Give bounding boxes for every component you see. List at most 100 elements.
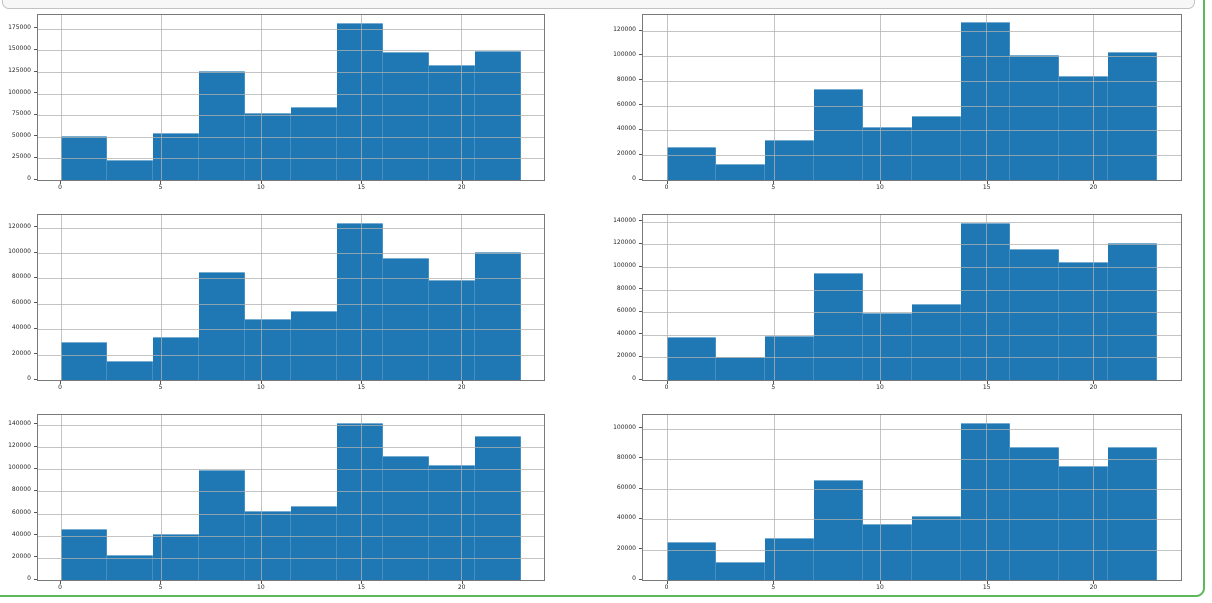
v-gridline [361, 15, 362, 180]
histogram-chart-row3-left: 0 20000 40000 60000 80000 100000 120000 140000 … [4, 414, 545, 595]
y-tick-mark [34, 251, 37, 253]
y-tick-mark [639, 265, 642, 267]
x-tick-label: 0 [58, 384, 62, 391]
histogram-bar [245, 511, 291, 580]
y-tick-label: 100000 [613, 423, 636, 431]
histogram-bar [153, 133, 199, 180]
v-gridline [773, 415, 775, 580]
plot-area [37, 414, 545, 581]
v-gridline [880, 415, 882, 580]
h-gridline [38, 329, 544, 331]
x-tick-label: 15 [982, 584, 991, 591]
x-tick-label: 15 [357, 384, 366, 391]
x-tick-mark [361, 381, 363, 384]
x-tick-label: 20 [1089, 584, 1098, 591]
x-tick-mark [986, 181, 988, 184]
v-gridline [61, 215, 62, 380]
x-tick-label: 0 [664, 584, 669, 591]
y-tick-label: 75000 [11, 110, 31, 118]
plot-area [642, 414, 1182, 581]
y-tick-mark [639, 79, 642, 81]
y-tick-mark [639, 29, 642, 31]
histogram-bar [429, 65, 475, 180]
plot-wrap: 0 5 10 15 20 [37, 414, 545, 595]
y-axis: 0 25000 50000 75000 100000 125000 150000 175000 [4, 14, 37, 182]
y-tick-label: 50000 [11, 131, 31, 139]
x-tick-mark [461, 581, 463, 584]
h-gridline [38, 72, 544, 74]
histogram-bar [716, 163, 766, 180]
histogram-bar [107, 160, 153, 180]
histogram-bar [814, 89, 864, 180]
y-tick-mark [34, 156, 37, 158]
y-tick-mark [639, 333, 642, 335]
y-tick-mark [639, 355, 642, 357]
y-tick-mark [34, 423, 37, 425]
v-gridline [986, 15, 988, 180]
v-gridline [461, 15, 462, 180]
histogram-bar [291, 107, 337, 180]
y-tick-mark [34, 27, 37, 29]
v-gridline [261, 415, 262, 580]
h-gridline [643, 489, 1181, 491]
histogram-bar [1009, 248, 1059, 380]
plot-wrap: 0 5 10 15 20 [642, 14, 1182, 195]
h-gridline [643, 130, 1181, 132]
x-tick-mark [160, 381, 162, 384]
h-gridline [38, 491, 544, 493]
histogram-bar [1107, 52, 1157, 180]
v-gridline [61, 415, 62, 580]
x-axis: 0 5 10 15 20 [37, 581, 545, 595]
v-gridline [773, 15, 775, 180]
h-gridline [38, 93, 544, 95]
v-gridline [1092, 15, 1094, 180]
v-gridline [986, 415, 988, 580]
y-tick-label: 150000 [8, 45, 31, 53]
histogram-bar [1107, 446, 1157, 580]
h-gridline [643, 289, 1181, 291]
x-tick-label: 5 [771, 184, 776, 191]
y-tick-label: 120000 [8, 222, 31, 230]
histogram-bar [383, 258, 429, 380]
x-tick-label: 15 [357, 584, 366, 591]
h-gridline [643, 267, 1181, 268]
histogram-figure-grid: 0 25000 50000 75000 100000 125000 150000 175000… [4, 14, 1182, 595]
x-tick-label: 20 [1089, 384, 1098, 391]
histogram-bar [912, 516, 961, 580]
y-tick-mark [34, 135, 37, 137]
v-gridline [161, 15, 162, 180]
y-tick-mark [34, 445, 37, 447]
x-axis: 0 5 10 15 20 [37, 181, 545, 195]
plot-wrap: 0 5 10 15 20 [37, 14, 545, 195]
h-gridline [643, 155, 1181, 157]
x-tick-label: 20 [1089, 184, 1098, 191]
v-gridline [880, 15, 882, 180]
h-gridline [643, 458, 1181, 460]
y-tick-mark [639, 220, 642, 222]
y-tick-mark [34, 578, 37, 580]
histogram-bar [61, 135, 107, 180]
x-tick-label: 0 [58, 584, 62, 591]
y-tick-label: 40000 [616, 514, 636, 522]
histogram-bar [814, 480, 864, 580]
y-tick-mark [639, 288, 642, 290]
x-tick-label: 10 [876, 384, 884, 391]
histogram-bar [716, 357, 766, 380]
v-gridline [667, 415, 669, 580]
h-gridline [38, 513, 544, 515]
y-tick-mark [34, 556, 37, 558]
y-tick-mark [34, 302, 37, 304]
histogram-bar [1009, 446, 1059, 580]
histogram-bar [1107, 243, 1157, 380]
y-tick-label: 60000 [11, 298, 31, 306]
h-gridline [643, 80, 1181, 82]
h-gridline [643, 31, 1181, 33]
histogram-chart-row2-left: 0 20000 40000 60000 80000 100000 120000 0 5 10 15… [4, 214, 545, 395]
y-tick-mark [34, 48, 37, 50]
y-tick-mark [34, 92, 37, 94]
x-axis: 0 5 10 15 20 [642, 381, 1182, 395]
h-gridline [643, 221, 1181, 223]
y-tick-mark [639, 153, 642, 155]
y-tick-label: 20000 [616, 352, 636, 360]
x-tick-label: 10 [257, 184, 265, 191]
